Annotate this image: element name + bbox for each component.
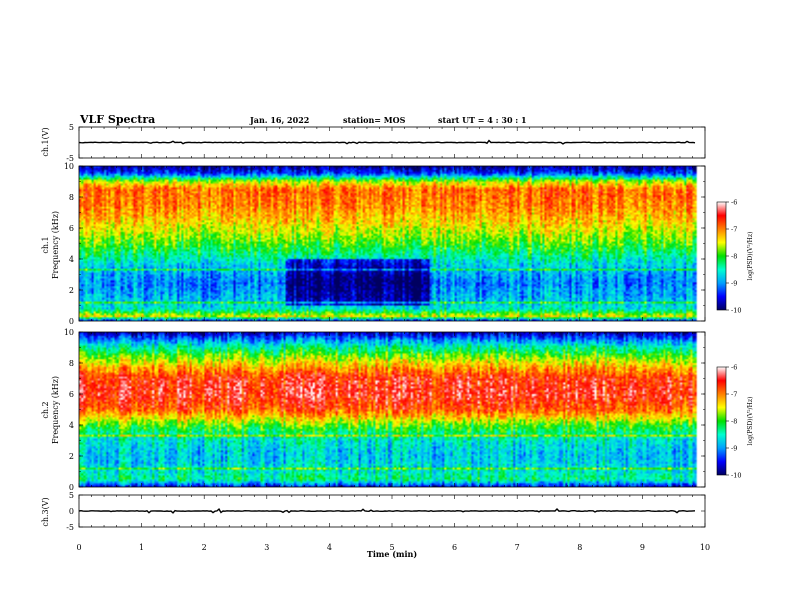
x-tick-label: 10 [700, 543, 710, 552]
y-tick-label: 6 [69, 224, 74, 233]
y-tick-label: 4 [69, 421, 74, 430]
colorbar-tick-label: -9 [731, 280, 737, 288]
y-tick-label: 0 [69, 507, 74, 516]
x-tick-label: 6 [452, 543, 457, 552]
date-label: Jan. 16, 2022 [249, 115, 309, 125]
y-tick-label: 10 [64, 328, 74, 337]
x-axis-label: Time (min) [367, 549, 417, 559]
y-tick-label: -5 [66, 523, 74, 532]
y-tick-label: 6 [69, 390, 74, 399]
y-tick-label: -5 [66, 154, 74, 163]
y-tick-label: 4 [69, 255, 74, 264]
ch2-colorbar: -6 -7 -8 -9 -10 log(PSD)(V²/Hz) [716, 364, 754, 480]
station-label: station= MOS [343, 115, 406, 125]
x-tick-label: 2 [202, 543, 207, 552]
x-tick-label: 0 [76, 543, 81, 552]
ch1-spectrogram-image [79, 166, 705, 321]
colorbar-tick-label: -10 [731, 307, 741, 315]
x-tick-label: 5 [389, 543, 394, 552]
y-tick-label: 2 [69, 286, 74, 295]
ch1-trace-line [78, 139, 696, 145]
colorbar-tick-label: -7 [731, 391, 737, 399]
figure-title: VLF Spectra [79, 113, 155, 126]
ch1-colorbar: -6 -7 -8 -9 -10 log(PSD)(V²/Hz) [716, 199, 754, 315]
y-tick-label: 0 [69, 317, 74, 326]
ch2-spectrogram-panel [78, 331, 706, 488]
colorbar-tick-label: -9 [731, 445, 737, 453]
ch3-waveform-trace [78, 507, 696, 514]
y-tick-label: 8 [69, 359, 74, 368]
ch1-spec-ylabel-freq: Frequency (kHz) [51, 211, 60, 279]
colorbar-gradient [717, 202, 726, 310]
y-tick-label: 0 [69, 483, 74, 492]
colorbar-tick-label: -10 [731, 472, 741, 480]
ch3-volt-ylabel: ch.3(V) [41, 497, 50, 526]
ch3-trace-line [78, 507, 696, 514]
ch2-spec-ylabel-freq: Frequency (kHz) [51, 376, 60, 444]
ch2-spec-ylabel-channel: ch.2 [41, 401, 50, 418]
ch1-spec-ylabel-channel: ch.1 [41, 236, 50, 253]
x-tick-label: 1 [139, 543, 144, 552]
y-tick-label: 5 [69, 123, 74, 132]
x-tick-label: 4 [327, 543, 332, 552]
ch2-spectrogram-image [79, 332, 705, 487]
y-tick-label: 2 [69, 452, 74, 461]
colorbar-label: log(PSD)(V²/Hz) [747, 397, 754, 446]
colorbar-tick-label: -8 [731, 253, 737, 261]
colorbar-tick-label: -7 [731, 226, 737, 234]
y-tick-label: 8 [69, 193, 74, 202]
ch1-volt-ylabel: ch.1(V) [41, 127, 50, 156]
colorbar-tick-label: -8 [731, 418, 737, 426]
colorbar-tick-label: -6 [731, 199, 737, 207]
colorbar-label: log(PSD)(V²/Hz) [747, 232, 754, 281]
ch1-waveform-trace [78, 139, 696, 145]
ch1-spectrogram-panel [78, 165, 706, 322]
start-time-label: start UT = 4 : 30 : 1 [438, 115, 527, 125]
x-tick-label: 8 [577, 543, 582, 552]
x-tick-label: 9 [640, 543, 645, 552]
y-tick-label: 5 [69, 491, 74, 500]
colorbar-gradient [717, 367, 726, 475]
x-tick-label: 7 [515, 543, 520, 552]
y-tick-label: 10 [64, 162, 74, 171]
x-tick-label: 3 [264, 543, 269, 552]
colorbar-tick-label: -6 [731, 364, 737, 372]
